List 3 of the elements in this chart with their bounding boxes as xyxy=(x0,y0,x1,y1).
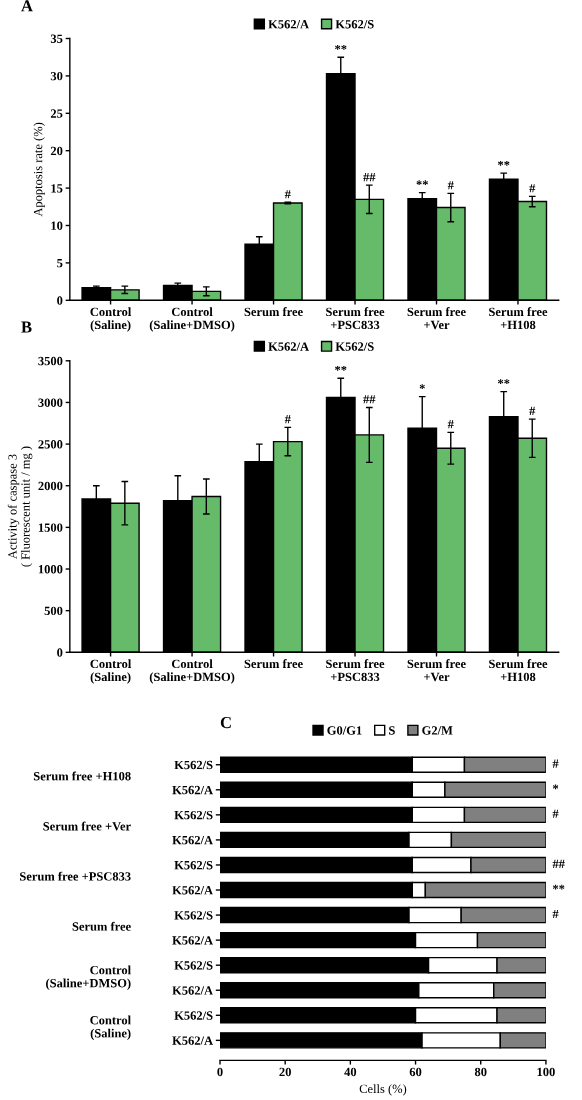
chart-title: B xyxy=(21,321,32,333)
chart-title: A xyxy=(21,0,33,12)
chart-title: C xyxy=(220,717,231,729)
